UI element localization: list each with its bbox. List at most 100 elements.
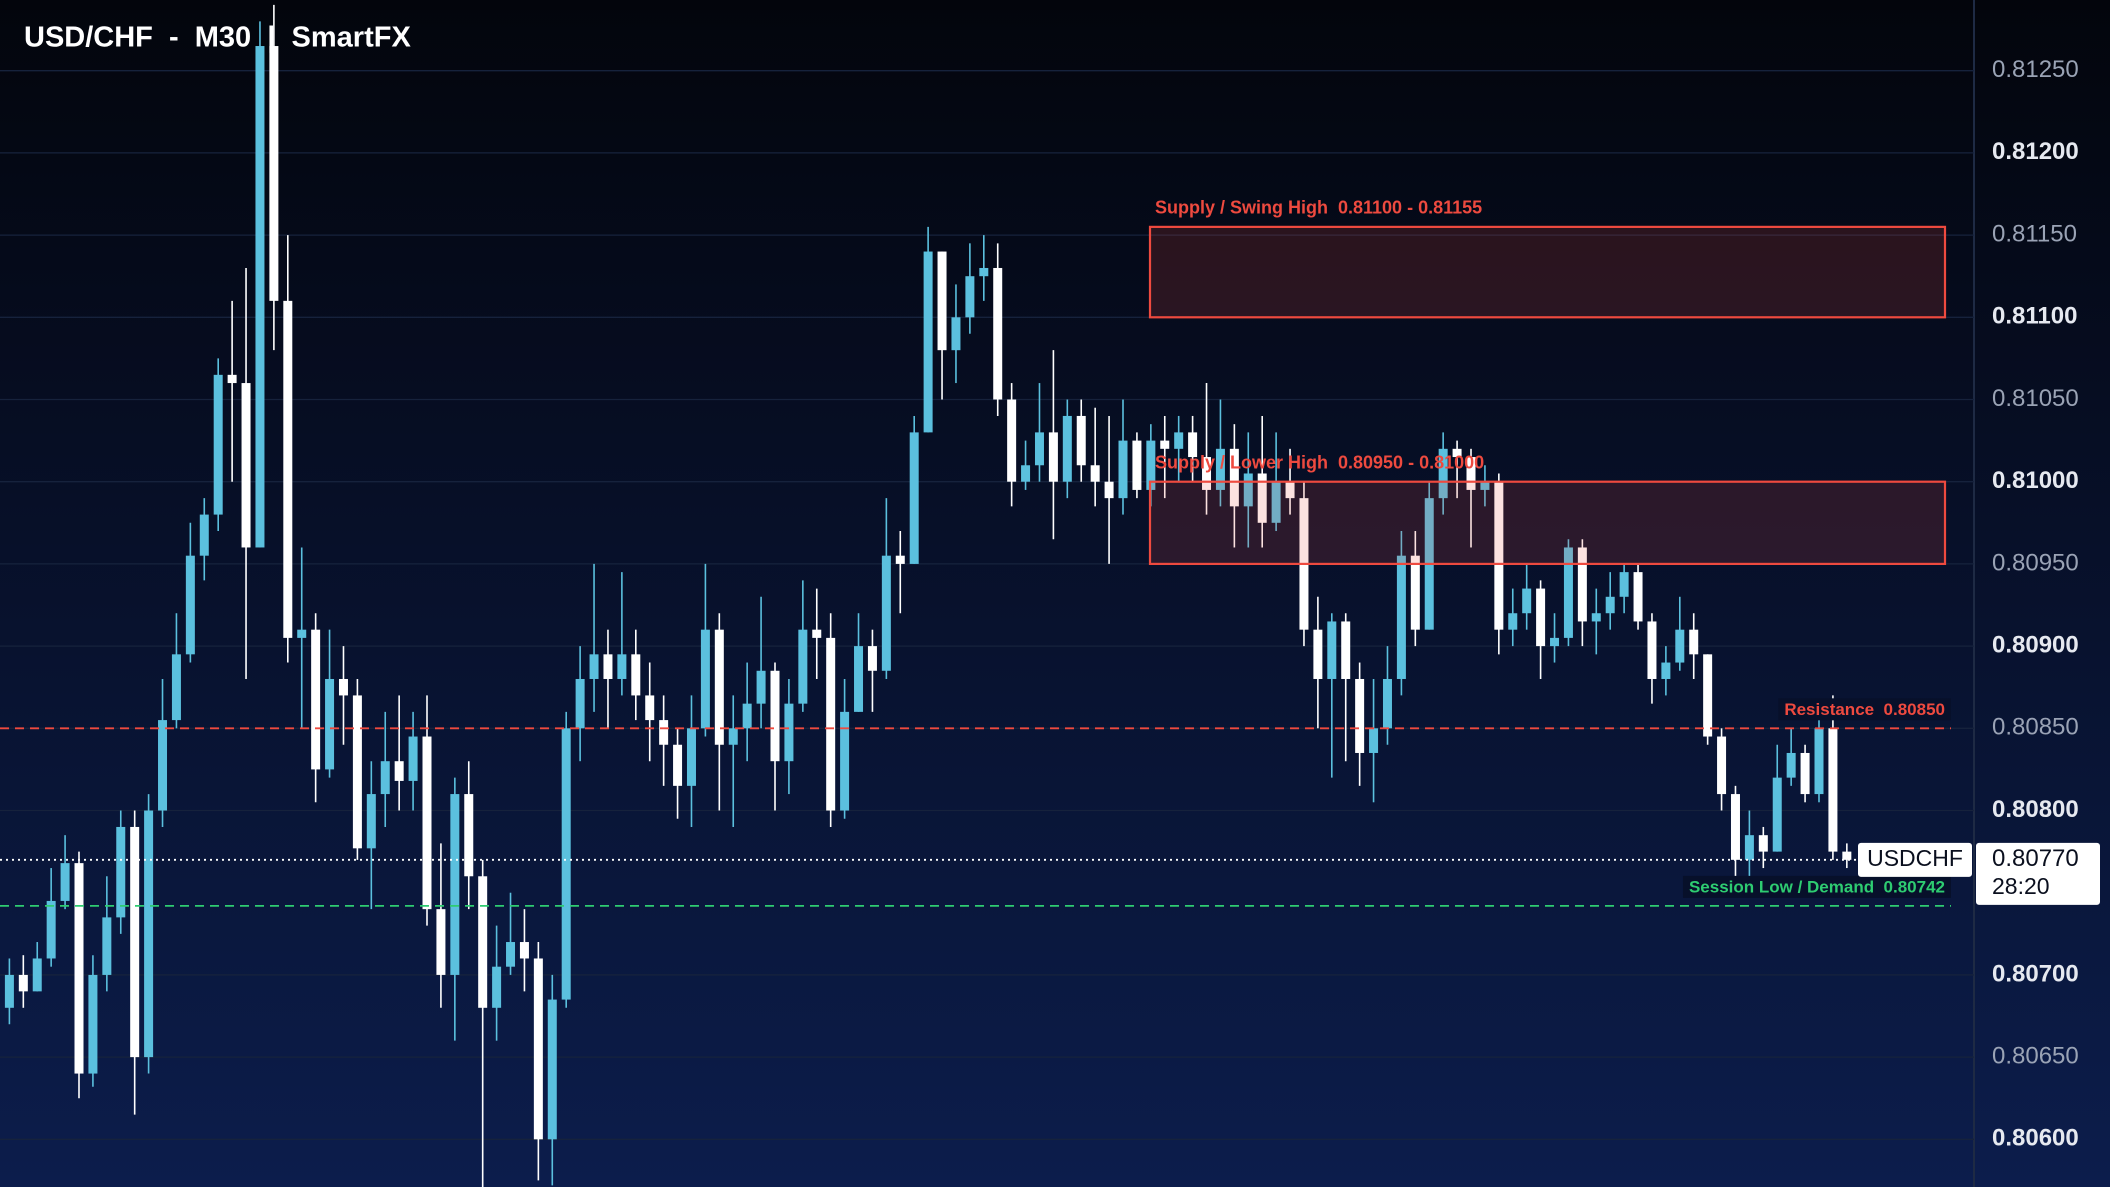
chart-title: USD/CHF - M30 | SmartFX: [24, 22, 411, 54]
candle-body: [283, 300, 293, 638]
candle-body: [408, 736, 418, 781]
candle-body: [1021, 465, 1031, 482]
candle-body: [1689, 629, 1699, 655]
candle-body: [1647, 621, 1657, 679]
y-tick-label: 0.80950: [1992, 549, 2079, 576]
zone-label: Supply / Swing High 0.81100 - 0.81155: [1155, 198, 1482, 218]
candle-body: [1758, 835, 1768, 852]
candle-body: [1772, 777, 1782, 852]
symbol-label-bg: [1858, 842, 1972, 877]
candle-body: [1215, 448, 1225, 490]
candle-body: [1814, 728, 1824, 795]
candle-body: [1466, 457, 1476, 490]
candle-body: [728, 728, 738, 745]
y-tick-label: 0.80850: [1992, 714, 2079, 741]
candle-body: [1633, 572, 1643, 622]
price-label: 0.80770: [1992, 845, 2079, 872]
candle-body: [561, 728, 571, 1000]
candle-body: [1355, 678, 1365, 753]
candle-body: [1661, 662, 1671, 679]
supply-zone: [1148, 225, 1947, 319]
price-label-bg: [1976, 842, 2100, 905]
y-tick-label: 0.80650: [1992, 1042, 2079, 1069]
candle-body: [380, 761, 390, 795]
level-label-bg: [1682, 875, 1951, 898]
y-tick-label: 0.81200: [1992, 138, 2079, 165]
candle-body: [993, 267, 1003, 400]
candle-body: [617, 654, 627, 679]
level-label: Resistance 0.80850: [1784, 700, 1945, 719]
candle-body: [1188, 432, 1198, 458]
candle-body: [1174, 432, 1184, 449]
candle-body: [241, 383, 251, 548]
candle-body: [575, 678, 585, 729]
candle-body: [979, 267, 989, 277]
candle-body: [659, 720, 669, 745]
candle-body: [1508, 613, 1518, 630]
candle-body: [506, 942, 516, 967]
candle-body: [1842, 851, 1852, 860]
candle-body: [464, 794, 474, 877]
candle-body: [1090, 465, 1100, 482]
candle-body: [74, 863, 84, 1074]
candle-body: [937, 251, 947, 351]
candle-body: [909, 432, 919, 564]
candle-body: [784, 703, 794, 762]
candle-body: [1703, 654, 1713, 737]
candle-body: [1494, 481, 1504, 630]
y-tick-label: 0.81150: [1992, 220, 2077, 247]
candle-body: [478, 876, 488, 1008]
candle-body: [492, 966, 502, 1008]
candle-body: [1717, 736, 1727, 795]
candle-body: [144, 810, 154, 1058]
candle-body: [1243, 473, 1253, 507]
candle-body: [1271, 481, 1281, 523]
candle-body: [686, 728, 696, 786]
candle-body: [1048, 432, 1058, 482]
candle-body: [965, 276, 975, 318]
candle-body: [1369, 728, 1379, 753]
supply-zone: [1148, 480, 1947, 566]
candle-body: [756, 670, 766, 704]
candle-body: [812, 629, 822, 638]
candle-body: [798, 629, 808, 704]
candle-body: [1522, 588, 1532, 614]
candle-body: [116, 826, 126, 918]
countdown-label: 28:20: [1992, 873, 2050, 899]
y-tick-label: 0.81100: [1992, 303, 2077, 330]
candle-body: [46, 900, 56, 959]
candle-body: [366, 794, 376, 849]
candle-body: [1410, 555, 1420, 630]
candle-body: [102, 917, 112, 975]
candles: [4, 4, 1852, 1187]
candle-body: [297, 629, 307, 638]
candle-body: [185, 555, 195, 655]
candle-body: [547, 999, 557, 1140]
candle-body: [338, 678, 348, 696]
candle-body: [1313, 629, 1323, 679]
candle-body: [1104, 481, 1114, 499]
level-label-bg: [1778, 698, 1951, 721]
candle-body: [533, 958, 543, 1140]
price-axis: 0.81250 0.81200 0.81150 0.81100 0.81050 0.810…: [1992, 56, 2079, 1152]
candle-body: [881, 555, 891, 671]
candle-body: [1744, 835, 1754, 860]
candle-body: [1257, 473, 1267, 523]
candle-body: [422, 736, 432, 910]
candle-body: [1828, 728, 1838, 852]
candle-body: [1550, 637, 1560, 647]
candle-body: [867, 646, 877, 671]
candle-body: [450, 794, 460, 975]
y-tick-label: 0.81050: [1992, 385, 2079, 412]
candle-body: [700, 629, 710, 729]
grid: [0, 70, 1974, 1140]
y-tick-label: 0.80600: [1992, 1125, 2079, 1152]
candle-body: [1146, 440, 1156, 490]
candle-body: [213, 374, 223, 515]
candle-body: [4, 974, 14, 1008]
candle-body: [352, 695, 362, 849]
candle-body: [1160, 440, 1170, 449]
candle-body: [158, 720, 168, 811]
candle-body: [589, 654, 599, 679]
